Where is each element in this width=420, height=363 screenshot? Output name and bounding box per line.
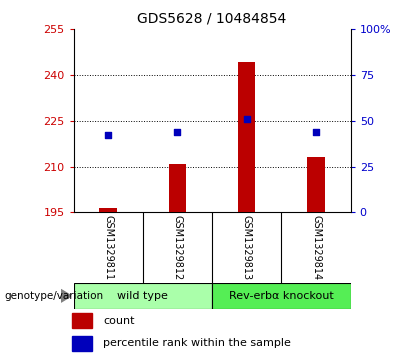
Bar	[72, 313, 92, 329]
Bar	[74, 283, 212, 309]
Text: GSM1329811: GSM1329811	[103, 215, 113, 280]
Text: count: count	[103, 316, 134, 326]
Text: percentile rank within the sample: percentile rank within the sample	[103, 338, 291, 348]
Bar	[212, 283, 351, 309]
Polygon shape	[61, 290, 71, 302]
Title: GDS5628 / 10484854: GDS5628 / 10484854	[137, 11, 287, 25]
Text: GSM1329812: GSM1329812	[173, 215, 182, 280]
Point	[174, 129, 181, 135]
Bar	[72, 336, 92, 351]
Bar	[238, 62, 255, 212]
Point	[105, 132, 112, 138]
Bar	[307, 157, 325, 212]
Text: wild type: wild type	[117, 291, 168, 301]
Bar	[100, 208, 117, 212]
Text: GSM1329814: GSM1329814	[311, 215, 321, 280]
Point	[244, 116, 250, 122]
Text: Rev-erbα knockout: Rev-erbα knockout	[229, 291, 334, 301]
Text: GSM1329813: GSM1329813	[242, 215, 252, 280]
Bar	[169, 164, 186, 212]
Text: genotype/variation: genotype/variation	[4, 291, 103, 301]
Point	[313, 129, 320, 135]
